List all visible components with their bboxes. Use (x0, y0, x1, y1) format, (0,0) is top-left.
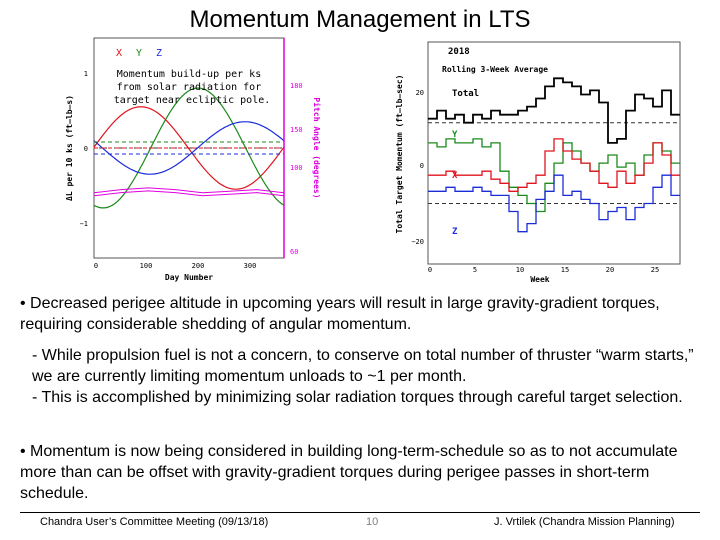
x-tick: 300 (244, 262, 257, 270)
label-x: X (452, 171, 458, 181)
x-axis-label: Week (530, 275, 549, 284)
solar-momentum-chart: X Y Z Momentum build-up per ks from sola… (65, 37, 322, 282)
legend-y: Y (136, 48, 142, 59)
legend-z: Z (156, 48, 162, 59)
chart-title: 2018 (448, 47, 470, 57)
y-tick: 1 (84, 70, 88, 78)
x-tick: 20 (606, 266, 614, 274)
y-axis-label: Total Target Momentum (ft–lb–sec) (395, 75, 404, 234)
label-total: Total (452, 89, 479, 99)
series-x (93, 106, 285, 190)
page-number: 10 (366, 516, 379, 528)
series-x (428, 138, 680, 192)
x-tick: 10 (516, 266, 524, 274)
y-tick: 0 (84, 145, 88, 153)
label-y: Y (452, 130, 458, 140)
x-tick: 200 (192, 262, 205, 270)
series-pitch (93, 187, 285, 194)
y2-axis-label: Pitch Angle (degrees) (312, 97, 322, 198)
right-series-group (428, 77, 680, 233)
y-tick: −1 (80, 220, 88, 228)
x-tick: 0 (94, 262, 98, 270)
y-axis-label: ΔL per 10 ks (ft–lb–s) (65, 95, 74, 201)
series-total (428, 77, 680, 144)
series-pitch (93, 190, 285, 197)
footer-author: J. Vrtilek (Chandra Mission Planning) (494, 516, 675, 528)
y2-tick: 100 (290, 164, 303, 172)
y2-tick: 150 (290, 126, 303, 134)
x-tick: 0 (428, 266, 432, 274)
footer-meeting: Chandra User’s Committee Meeting (09/13/… (40, 516, 269, 528)
y2-tick: 60 (290, 248, 298, 256)
bullet-long-term-schedule: • Momentum is now being considered in bu… (20, 443, 678, 502)
sub-bullet-warm-starts: - While propulsion fuel is not a concern… (32, 347, 694, 385)
x-axis-label: Day Number (165, 273, 213, 282)
x-tick: 5 (473, 266, 477, 274)
plot-frame (427, 41, 681, 265)
target-momentum-chart: 2018 Rolling 3-Week Average Total Y X Z … (395, 41, 681, 284)
y-tick: −20 (411, 238, 424, 246)
y-tick: 0 (420, 162, 424, 170)
chart-annotation: Momentum build-up per ks from solar radi… (114, 69, 271, 106)
legend-x: X (116, 48, 122, 59)
chart-subtitle: Rolling 3-Week Average (442, 64, 548, 74)
y-tick: 20 (416, 89, 424, 97)
bullet-perigee: • Decreased perigee altitude in upcoming… (20, 295, 660, 333)
x-tick: 100 (140, 262, 153, 270)
series-z (428, 174, 680, 233)
sub-bullet-list: - While propulsion fuel is not a concern… (32, 345, 702, 408)
x-tick: 25 (651, 266, 659, 274)
footer-divider (20, 512, 700, 513)
sub-bullet-target-selection: - This is accomplished by minimizing sol… (32, 389, 683, 406)
label-z: Z (452, 227, 458, 237)
series-z (93, 121, 285, 175)
left-series-group (93, 38, 285, 258)
y2-tick: 180 (290, 82, 303, 90)
slide-title: Momentum Management in LTS (189, 6, 531, 33)
x-tick: 15 (561, 266, 569, 274)
